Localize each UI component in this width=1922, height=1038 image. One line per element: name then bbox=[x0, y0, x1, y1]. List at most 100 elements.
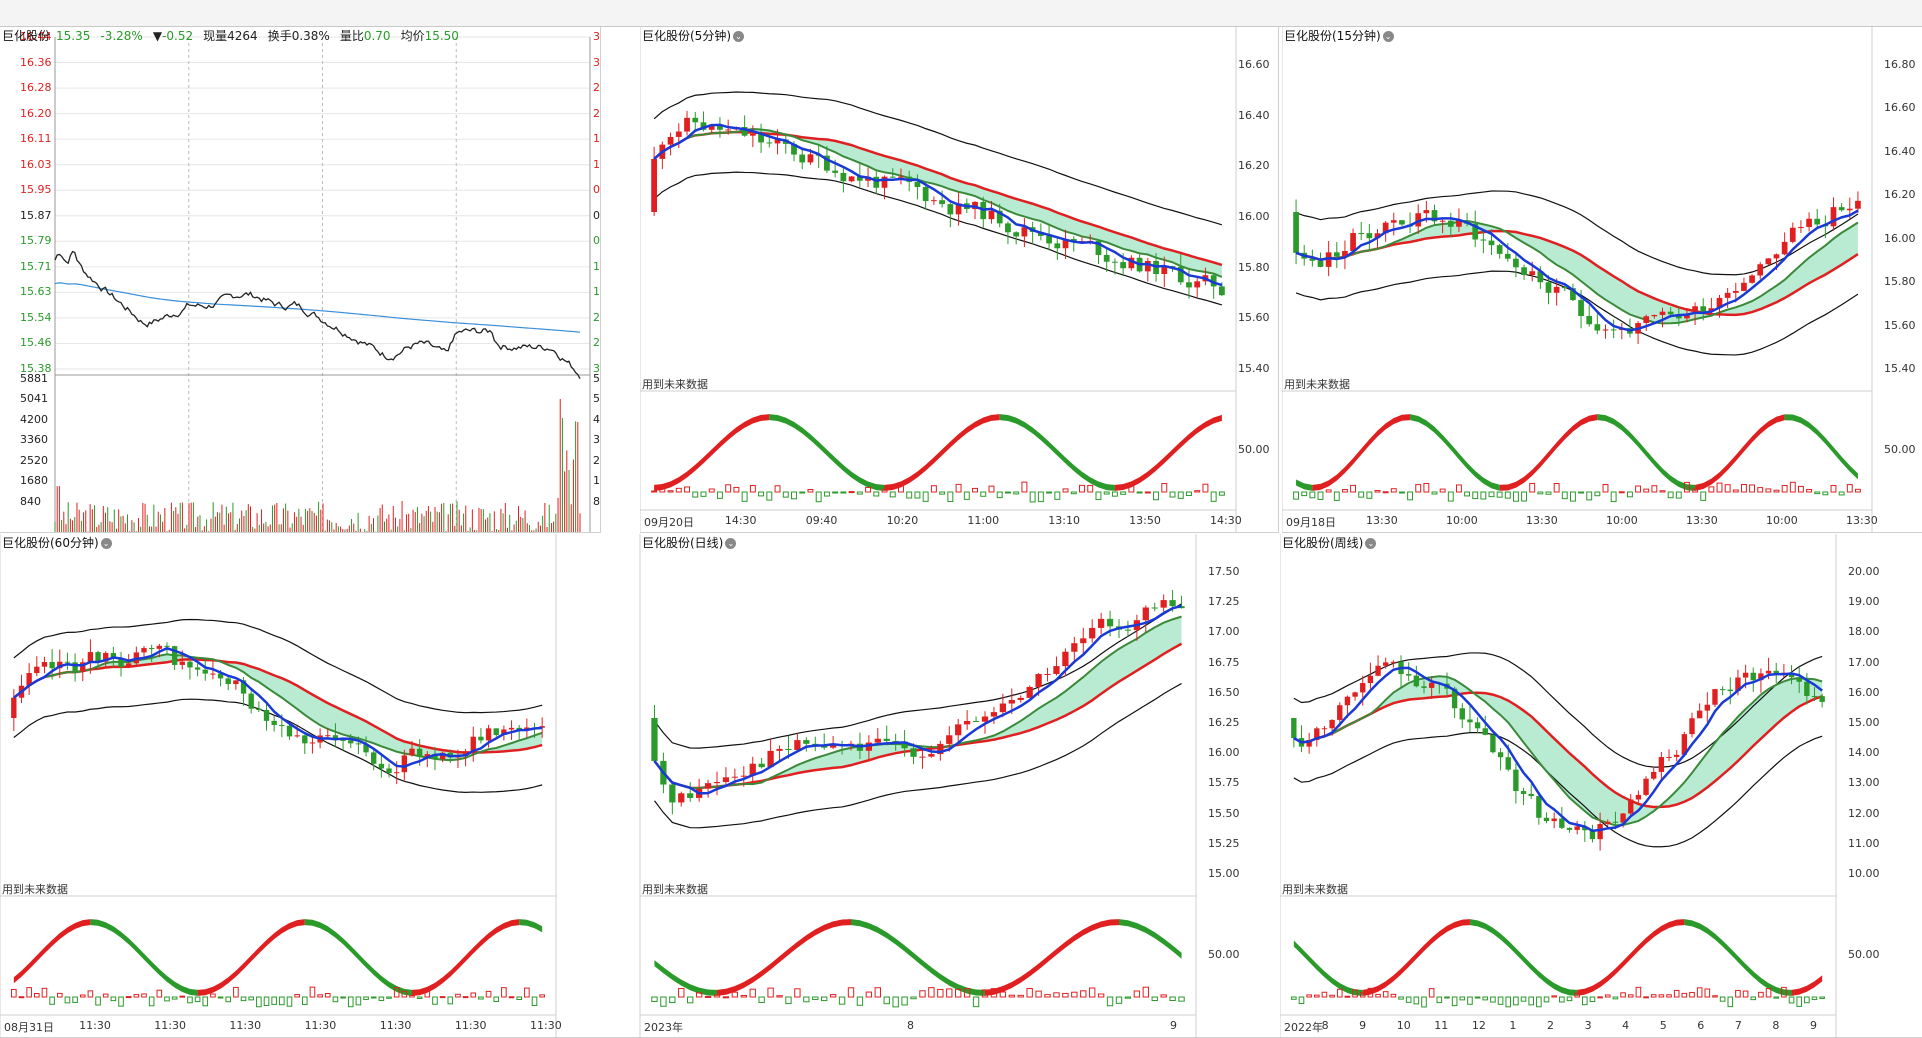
osc-histogram-bar bbox=[1804, 996, 1810, 1004]
time-axis-label: 11:30 bbox=[79, 1019, 111, 1032]
m60-title[interactable]: 巨化股份(60分钟) ⌄ bbox=[2, 534, 112, 551]
price-tick-label: 15.50 bbox=[1208, 806, 1240, 820]
candle-body bbox=[485, 728, 492, 741]
candle-body bbox=[1144, 260, 1151, 272]
candle-body bbox=[1151, 607, 1158, 609]
panel-daily[interactable]: 巨化股份(日线) ⌄ 用到未来数据 17.50 17.25 17.00 16.75 16.50… bbox=[600, 534, 1281, 1038]
osc-histogram-bar bbox=[1447, 491, 1454, 502]
candle-body bbox=[309, 742, 316, 744]
osc-histogram-bar bbox=[156, 989, 163, 998]
candle-body bbox=[1735, 677, 1741, 692]
price-tick-label: 16.75 bbox=[1208, 655, 1240, 669]
chevron-down-icon[interactable]: ⌄ bbox=[1382, 31, 1394, 42]
osc-histogram-bar bbox=[1178, 996, 1185, 1002]
chevron-down-icon[interactable]: ⌄ bbox=[100, 538, 112, 549]
chevron-down-icon[interactable]: ⌄ bbox=[725, 538, 737, 549]
osc-histogram-bar bbox=[1350, 484, 1357, 493]
candle-body bbox=[1712, 689, 1718, 705]
avg-price-line bbox=[54, 282, 581, 333]
osc-histogram-bar bbox=[874, 987, 881, 998]
osc-histogram-bar bbox=[539, 994, 545, 998]
osc-histogram-bar bbox=[731, 991, 739, 998]
intraday-info-0: 15.35 bbox=[56, 29, 90, 43]
osc-histogram-bar bbox=[478, 996, 484, 1000]
osc-histogram-bar bbox=[1789, 481, 1796, 493]
candle-body bbox=[1374, 233, 1381, 239]
panel-60min[interactable]: 巨化股份(60分钟) ⌄ 用到未来数据 08月31日 11:30 11:30 11:30 11… bbox=[0, 534, 601, 1038]
osc-histogram-bar bbox=[1080, 990, 1087, 998]
osc-histogram-bar bbox=[1765, 488, 1772, 493]
time-axis-label: 11 bbox=[1434, 1019, 1449, 1032]
osc-histogram-bar bbox=[1704, 988, 1711, 998]
osc-histogram-bar bbox=[832, 491, 839, 494]
osc-histogram-bar bbox=[1169, 996, 1176, 1001]
candle-body bbox=[955, 203, 962, 215]
price-tick-label: 16.03 bbox=[20, 157, 52, 171]
osc-histogram-bar bbox=[687, 996, 694, 1004]
candle-body bbox=[478, 736, 484, 741]
candle-body bbox=[1333, 252, 1340, 257]
price-tick-label: 16.36 bbox=[20, 55, 52, 69]
candle-body bbox=[1602, 329, 1609, 331]
price-tick-label: 15.75 bbox=[1208, 776, 1240, 790]
osc-histogram-bar bbox=[1683, 481, 1690, 493]
candle-body bbox=[1053, 666, 1060, 674]
candle-body bbox=[1219, 286, 1225, 296]
time-axis-label: 13:30 bbox=[1686, 514, 1718, 527]
intraday-chart bbox=[54, 36, 591, 532]
candle-body bbox=[1054, 243, 1061, 249]
price-tick-label: 15.25 bbox=[1208, 836, 1240, 850]
time-axis-label: 4 bbox=[1622, 1019, 1630, 1032]
time-axis-label: 8 bbox=[1321, 1019, 1329, 1032]
chevron-down-icon[interactable]: ⌄ bbox=[1365, 538, 1377, 549]
osc-histogram-bar bbox=[386, 996, 392, 999]
osc-histogram-bar bbox=[1635, 986, 1642, 998]
candle-body bbox=[791, 143, 797, 155]
panel-weekly[interactable]: 巨化股份(周线) ⌄ 用到未来数据 20.00 19.00 18.00 17.00 16.00… bbox=[1280, 534, 1922, 1038]
candle-body bbox=[722, 777, 730, 783]
candle-body bbox=[1574, 826, 1580, 830]
m5-title[interactable]: 巨化股份(5分钟) ⌄ bbox=[642, 27, 744, 44]
candle-body bbox=[1855, 200, 1861, 209]
osc-histogram-bar bbox=[695, 992, 703, 998]
panel-15min[interactable]: 巨化股份(15分钟) ⌄ 用到未来数据 16.80 16.60 16.40 16.20 16.… bbox=[1282, 27, 1922, 533]
price-tick-label: 15.87 bbox=[20, 208, 52, 222]
osc-histogram-bar bbox=[990, 988, 998, 998]
candle-body bbox=[1543, 817, 1550, 822]
week-title[interactable]: 巨化股份(周线) ⌄ bbox=[1282, 534, 1377, 551]
m15-title[interactable]: 巨化股份(15分钟) ⌄ bbox=[1284, 27, 1394, 44]
price-tick-label: 15.80 bbox=[1884, 275, 1916, 289]
intraday-info-4: 换手0.38% bbox=[268, 29, 330, 43]
osc-histogram-bar bbox=[1781, 484, 1788, 493]
percent-tick-label: 0.51% bbox=[593, 183, 600, 197]
chevron-down-icon[interactable]: ⌄ bbox=[733, 31, 744, 42]
candle-body bbox=[1537, 271, 1544, 283]
day-title[interactable]: 巨化股份(日线) ⌄ bbox=[642, 534, 737, 551]
osc-histogram-bar bbox=[1431, 491, 1438, 495]
candle-body bbox=[1757, 264, 1764, 276]
candle-body bbox=[470, 736, 476, 752]
candle-body bbox=[990, 712, 998, 717]
panel-5min[interactable]: 巨化股份(5分钟) ⌄ 用到未来数据 09月20日 14:30 09:40 10:20 11:… bbox=[640, 27, 1279, 533]
candle-body bbox=[1095, 240, 1102, 255]
panel-title-text: 巨化股份(5分钟) bbox=[642, 29, 731, 43]
candle-body bbox=[749, 763, 756, 776]
volume-tick-label-right: 5041 bbox=[593, 392, 600, 406]
candle-body bbox=[1421, 686, 1427, 688]
osc-histogram-bar bbox=[1413, 996, 1420, 1005]
candle-body bbox=[355, 743, 362, 745]
intraday-info-value: 15.35 bbox=[56, 29, 91, 43]
candle-body bbox=[1390, 661, 1397, 663]
osc-histogram-bar bbox=[1421, 996, 1427, 1008]
candle-body bbox=[678, 793, 685, 803]
intraday-panel[interactable]: 巨化股份 15.35 -3.28% ▼-0.52 现量4264 换手0.38% 量比0.70… bbox=[0, 27, 601, 533]
osc-histogram-bar bbox=[865, 486, 872, 493]
future-data-note: 用到未来数据 bbox=[1284, 378, 1350, 391]
osc-histogram-bar bbox=[41, 987, 48, 998]
osc-histogram-bar bbox=[1757, 487, 1764, 493]
osc-histogram-bar bbox=[1037, 491, 1044, 503]
candle-body bbox=[1559, 818, 1565, 828]
time-axis-label: 08月31日 bbox=[4, 1021, 54, 1034]
candle-body bbox=[1080, 638, 1087, 644]
percent-tick-label: 1.54% bbox=[593, 285, 600, 299]
